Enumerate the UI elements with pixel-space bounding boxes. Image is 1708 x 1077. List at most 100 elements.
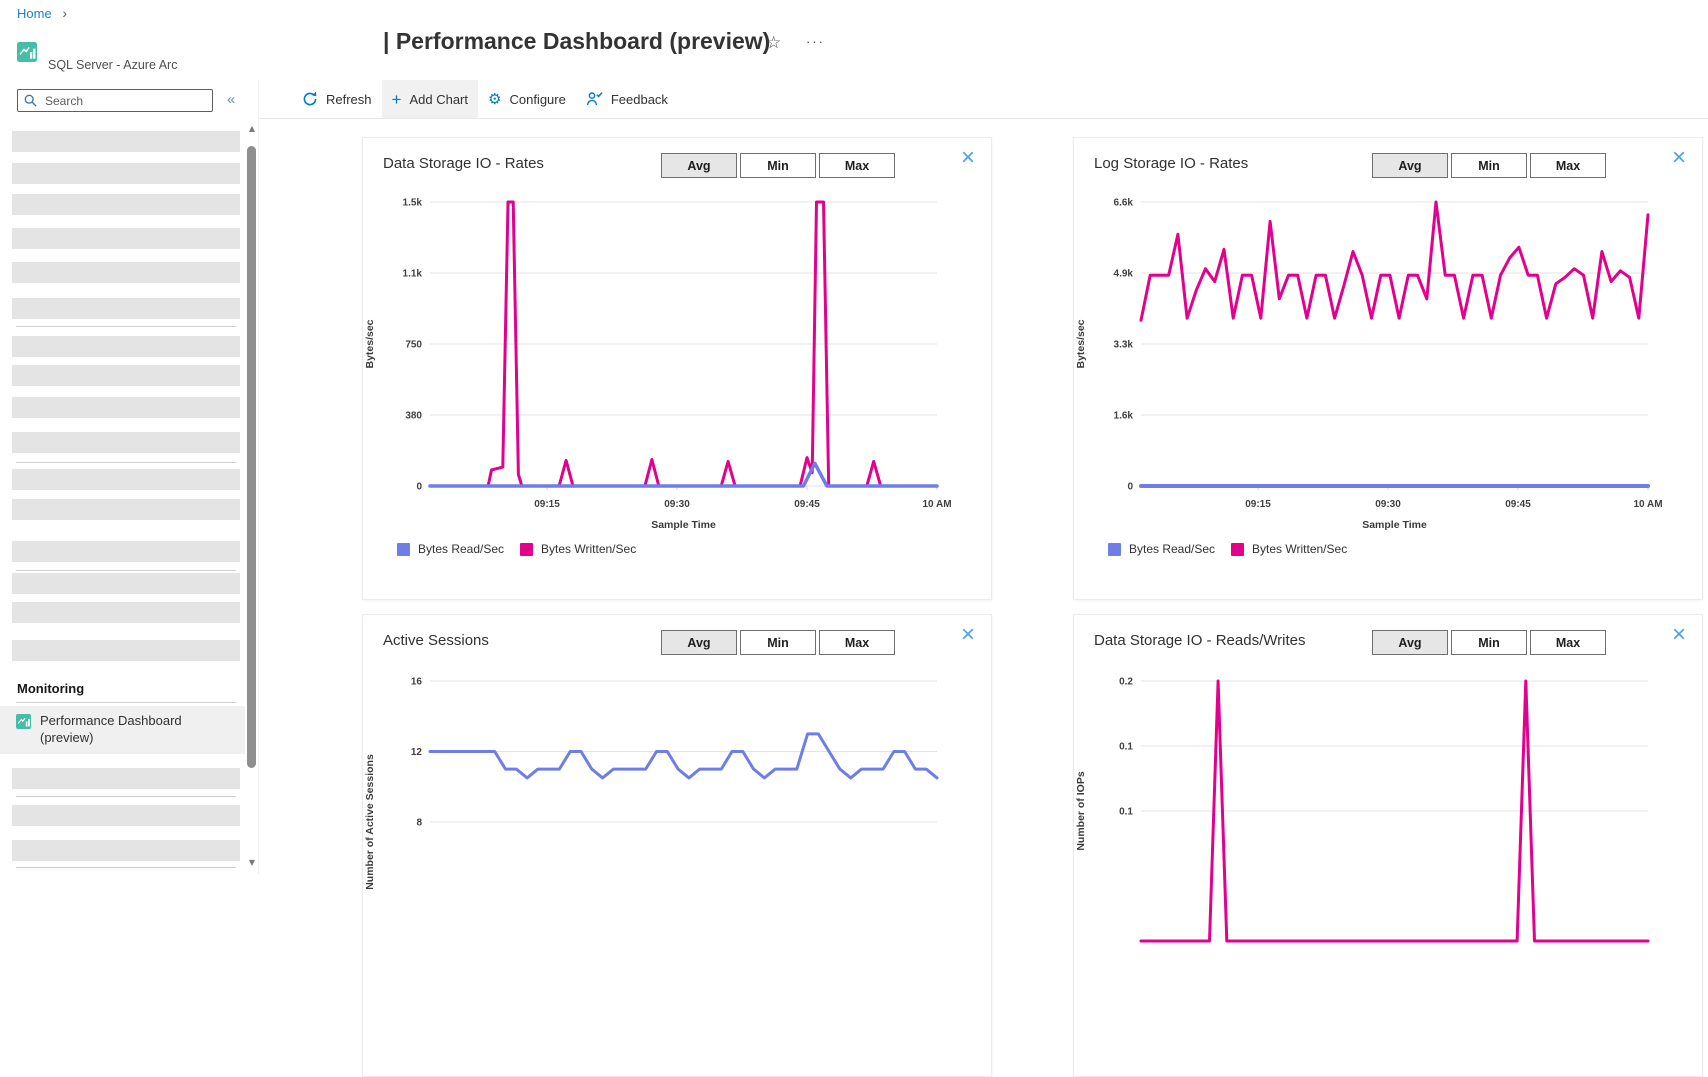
svg-text:09:45: 09:45 [794, 499, 820, 510]
min-button[interactable]: Min [740, 630, 816, 655]
chart-card-data-storage-io-rates: Data Storage IO - Rates Avg Min Max × 1.… [362, 137, 992, 600]
skeleton-menu-item [12, 640, 240, 661]
legend-item[interactable]: Bytes Written/Sec [520, 542, 636, 556]
breadcrumb: Home › [17, 5, 67, 21]
skeleton-menu-item [12, 262, 240, 283]
legend-swatch [1231, 542, 1245, 556]
legend-label: Bytes Written/Sec [1252, 542, 1348, 556]
refresh-icon [303, 91, 317, 106]
legend-item[interactable]: Bytes Written/Sec [1231, 542, 1347, 556]
feedback-label: Feedback [610, 91, 668, 107]
svg-text:Sample Time: Sample Time [651, 519, 716, 531]
svg-text:09:15: 09:15 [1245, 499, 1271, 510]
divider [16, 702, 236, 703]
aggregation-toggle: Avg Min Max [1372, 630, 1606, 655]
chart-title: Data Storage IO - Reads/Writes [1094, 632, 1306, 649]
chart-title: Active Sessions [383, 632, 489, 649]
add-chart-button[interactable]: + Add Chart [381, 80, 479, 118]
search-input[interactable] [43, 92, 197, 109]
refresh-button[interactable]: Refresh [292, 80, 382, 118]
legend-swatch [397, 542, 410, 556]
max-button[interactable]: Max [1530, 153, 1606, 178]
svg-text:09:30: 09:30 [1375, 499, 1401, 510]
min-button[interactable]: Min [1451, 153, 1527, 178]
legend-item[interactable]: Bytes Read/Sec [1108, 542, 1215, 556]
close-chart-icon[interactable]: × [960, 621, 975, 648]
skeleton-menu-item [12, 298, 240, 319]
skeleton-menu-item [12, 336, 240, 357]
resource-name: SQL Server - Azure Arc [48, 58, 178, 72]
min-button[interactable]: Min [740, 153, 816, 178]
chart-title: Log Storage IO - Rates [1094, 155, 1249, 172]
scrollbar-up-icon[interactable]: ▲ [248, 124, 256, 133]
sidebar-item-performance-dashboard[interactable]: Performance Dashboard (preview) [0, 706, 245, 754]
avg-button[interactable]: Avg [661, 630, 737, 655]
aggregation-toggle: Avg Min Max [1372, 153, 1606, 178]
skeleton-menu-item [12, 573, 240, 594]
svg-text:1.6k: 1.6k [1114, 411, 1134, 422]
scrollbar-thumb[interactable] [247, 146, 256, 768]
command-bar: Refresh + Add Chart ⚙ Configure Feedback [258, 80, 1708, 119]
svg-text:12: 12 [411, 747, 423, 758]
sidebar-search[interactable] [17, 89, 213, 112]
svg-text:Bytes/sec: Bytes/sec [1075, 319, 1087, 368]
close-chart-icon[interactable]: × [1671, 144, 1686, 171]
add-chart-label: Add Chart [409, 91, 469, 107]
skeleton-menu-item [12, 194, 240, 215]
skeleton-menu-item [12, 840, 240, 861]
performance-dashboard-icon [16, 714, 31, 729]
max-button[interactable]: Max [819, 153, 895, 178]
svg-text:Sample Time: Sample Time [1362, 519, 1427, 531]
min-button[interactable]: Min [1451, 630, 1527, 655]
svg-text:Bytes/sec: Bytes/sec [364, 319, 376, 368]
skeleton-menu-item [12, 541, 240, 562]
breadcrumb-home-link[interactable]: Home [17, 6, 52, 21]
line-chart: 16 12 8 Number of Active Sessions [364, 677, 939, 890]
close-chart-icon[interactable]: × [960, 144, 975, 171]
svg-text:Number of IOPs: Number of IOPs [1075, 771, 1087, 851]
collapse-sidebar-icon[interactable]: « [227, 91, 236, 108]
skeleton-menu-item [12, 432, 240, 453]
legend-swatch [520, 542, 534, 556]
legend-item[interactable]: Bytes Read/Sec [397, 542, 504, 556]
chart-card-active-sessions: Active Sessions Avg Min Max × 16 12 8 Numbe… [362, 614, 992, 1077]
refresh-label: Refresh [326, 91, 372, 107]
skeleton-menu-item [12, 602, 240, 623]
divider [16, 462, 236, 463]
svg-text:380: 380 [405, 411, 422, 422]
divider [16, 867, 236, 868]
svg-text:1.5k: 1.5k [403, 198, 423, 209]
feedback-button[interactable]: Feedback [576, 80, 678, 118]
scrollbar-down-icon[interactable]: ▼ [248, 858, 256, 867]
chart-legend: Bytes Read/Sec Bytes Written/Sec [1108, 542, 1347, 556]
skeleton-menu-item [12, 228, 240, 249]
max-button[interactable]: Max [1530, 630, 1606, 655]
skeleton-menu-item [12, 499, 240, 520]
avg-button[interactable]: Avg [1372, 630, 1448, 655]
svg-text:10 AM: 10 AM [922, 499, 951, 510]
avg-button[interactable]: Avg [1372, 153, 1448, 178]
divider [16, 326, 236, 327]
avg-button[interactable]: Avg [661, 153, 737, 178]
line-chart: 1.5k 1.1k 750 380 0 09:15 09:30 09:45 10 AM Sampl… [364, 198, 952, 532]
aggregation-toggle: Avg Min Max [661, 153, 895, 178]
max-button[interactable]: Max [819, 630, 895, 655]
chart-card-log-storage-io-rates: Log Storage IO - Rates Avg Min Max × 6.6… [1073, 137, 1703, 600]
skeleton-menu-item [12, 365, 240, 386]
divider [16, 796, 236, 797]
chart-legend: Bytes Read/Sec Bytes Written/Sec [397, 542, 636, 556]
svg-text:8: 8 [416, 818, 422, 829]
skeleton-menu-item [12, 805, 240, 826]
svg-text:Number of Active Sessions: Number of Active Sessions [364, 754, 376, 890]
skeleton-menu-item [12, 469, 240, 490]
legend-label: Bytes Read/Sec [1129, 542, 1216, 556]
skeleton-menu-item [12, 397, 240, 418]
svg-text:0: 0 [1127, 482, 1133, 493]
more-options-icon[interactable]: ··· [806, 34, 825, 49]
close-chart-icon[interactable]: × [1671, 621, 1686, 648]
favorite-star-icon[interactable]: ☆ [766, 33, 782, 53]
svg-text:10 AM: 10 AM [1633, 499, 1662, 510]
svg-text:16: 16 [411, 677, 423, 688]
configure-button[interactable]: ⚙ Configure [478, 80, 576, 118]
svg-text:0.1: 0.1 [1119, 742, 1133, 753]
